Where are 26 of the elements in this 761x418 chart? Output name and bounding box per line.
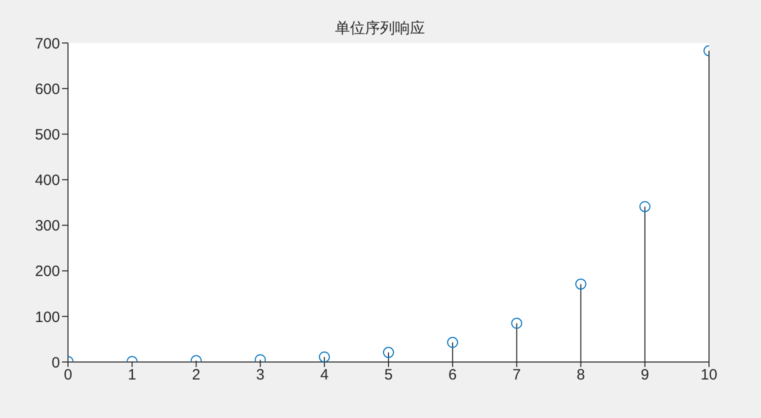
y-tick-label: 400 bbox=[34, 172, 60, 190]
x-tick-label: 2 bbox=[192, 366, 200, 384]
y-tick-label: 300 bbox=[34, 218, 60, 235]
x-tick-label: 9 bbox=[640, 366, 650, 384]
x-tick-label: 6 bbox=[448, 366, 457, 384]
x-tick-label: 1 bbox=[128, 366, 136, 384]
point bbox=[639, 201, 650, 212]
point bbox=[447, 336, 458, 348]
y-tick-label: 700 bbox=[34, 35, 60, 52]
point bbox=[383, 346, 394, 358]
y-tick-label: 0 bbox=[52, 354, 60, 372]
point bbox=[318, 351, 330, 362]
x-tick-label: 7 bbox=[512, 366, 521, 384]
y-tick-label: 200 bbox=[34, 263, 60, 280]
x-tick-label: 5 bbox=[384, 366, 393, 384]
y-tick-label: 500 bbox=[34, 126, 60, 144]
chart-title: 单位序列响应 bbox=[335, 19, 425, 37]
x-tick-label: 0 bbox=[64, 366, 72, 384]
x-tick-label: 10 bbox=[700, 366, 718, 384]
point bbox=[511, 318, 522, 329]
y-tick-label: 100 bbox=[34, 308, 60, 326]
point bbox=[575, 278, 586, 290]
x-tick-label: 3 bbox=[256, 366, 264, 384]
x-tick-label: 8 bbox=[576, 366, 585, 384]
x-tick-label: 4 bbox=[320, 366, 329, 384]
y-tick-label: 600 bbox=[34, 80, 60, 98]
